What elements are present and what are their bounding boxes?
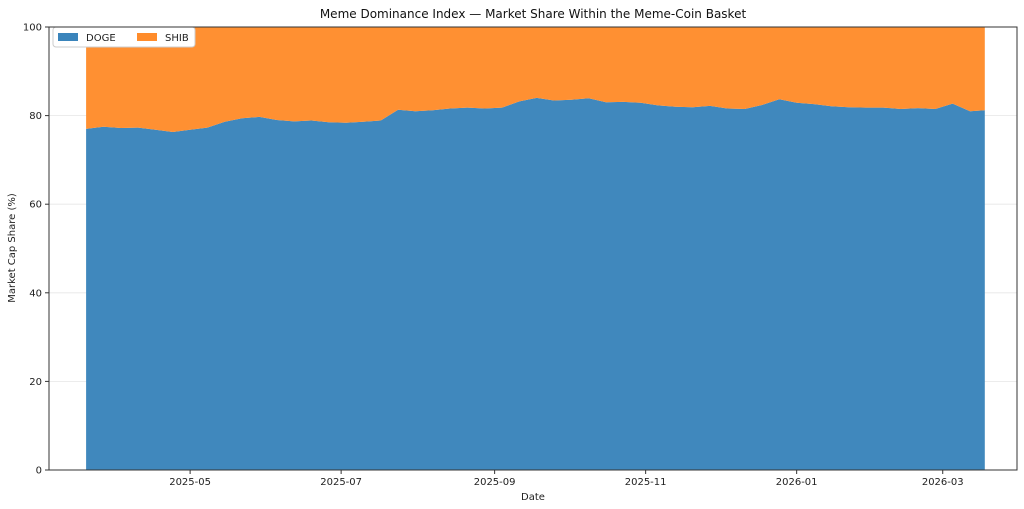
y-axis-label: Market Cap Share (%) (7, 193, 18, 303)
x-tick-label: 2025-11 (625, 477, 667, 488)
y-axis-ticks: 0 20 40 60 80 100 (23, 23, 49, 477)
x-tick-label: 2026-01 (776, 477, 818, 488)
y-tick-label: 100 (23, 23, 42, 34)
x-tick-label: 2025-05 (169, 477, 211, 488)
x-tick-label: 2026-03 (922, 477, 964, 488)
legend-label-shib: SHIB (165, 33, 189, 44)
area-series-doge (86, 97, 985, 471)
legend-label-doge: DOGE (86, 33, 116, 44)
y-tick-label: 20 (29, 377, 42, 388)
y-tick-label: 60 (29, 200, 42, 211)
legend: DOGE SHIB (52, 26, 196, 48)
plot-frame (48, 26, 1018, 471)
x-tick-label: 2025-07 (320, 477, 362, 488)
x-axis-label: Date (521, 492, 545, 503)
y-tick-label: 0 (36, 466, 42, 477)
y-tick-label: 80 (29, 111, 42, 122)
chart-title: Meme Dominance Index — Market Share With… (320, 7, 747, 21)
x-axis-ticks: 2025-05 2025-07 2025-09 2025-11 2026-01 2026-… (169, 470, 964, 488)
y-tick-label: 40 (29, 288, 42, 299)
area-series-shib (86, 27, 985, 132)
legend-swatch-shib (137, 33, 157, 41)
legend-swatch-doge (58, 33, 78, 41)
x-tick-label: 2025-09 (474, 477, 516, 488)
plot-area (49, 26, 1017, 471)
